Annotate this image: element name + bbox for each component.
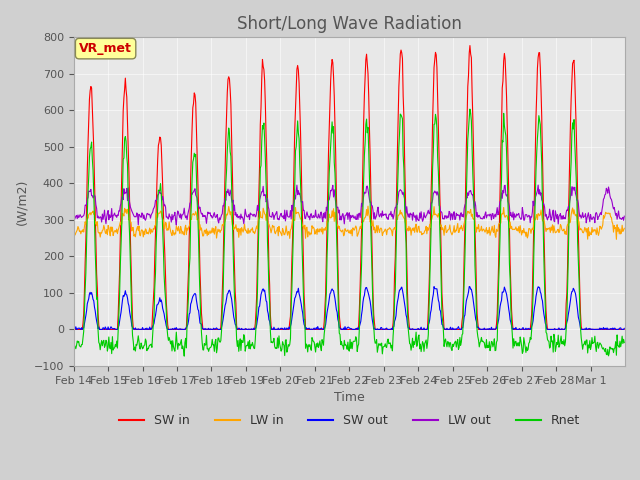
X-axis label: Time: Time <box>334 391 365 404</box>
Legend: SW in, LW in, SW out, LW out, Rnet: SW in, LW in, SW out, LW out, Rnet <box>114 409 585 432</box>
Y-axis label: (W/m2): (W/m2) <box>15 179 28 225</box>
Title: Short/Long Wave Radiation: Short/Long Wave Radiation <box>237 15 462 33</box>
Text: VR_met: VR_met <box>79 42 132 55</box>
